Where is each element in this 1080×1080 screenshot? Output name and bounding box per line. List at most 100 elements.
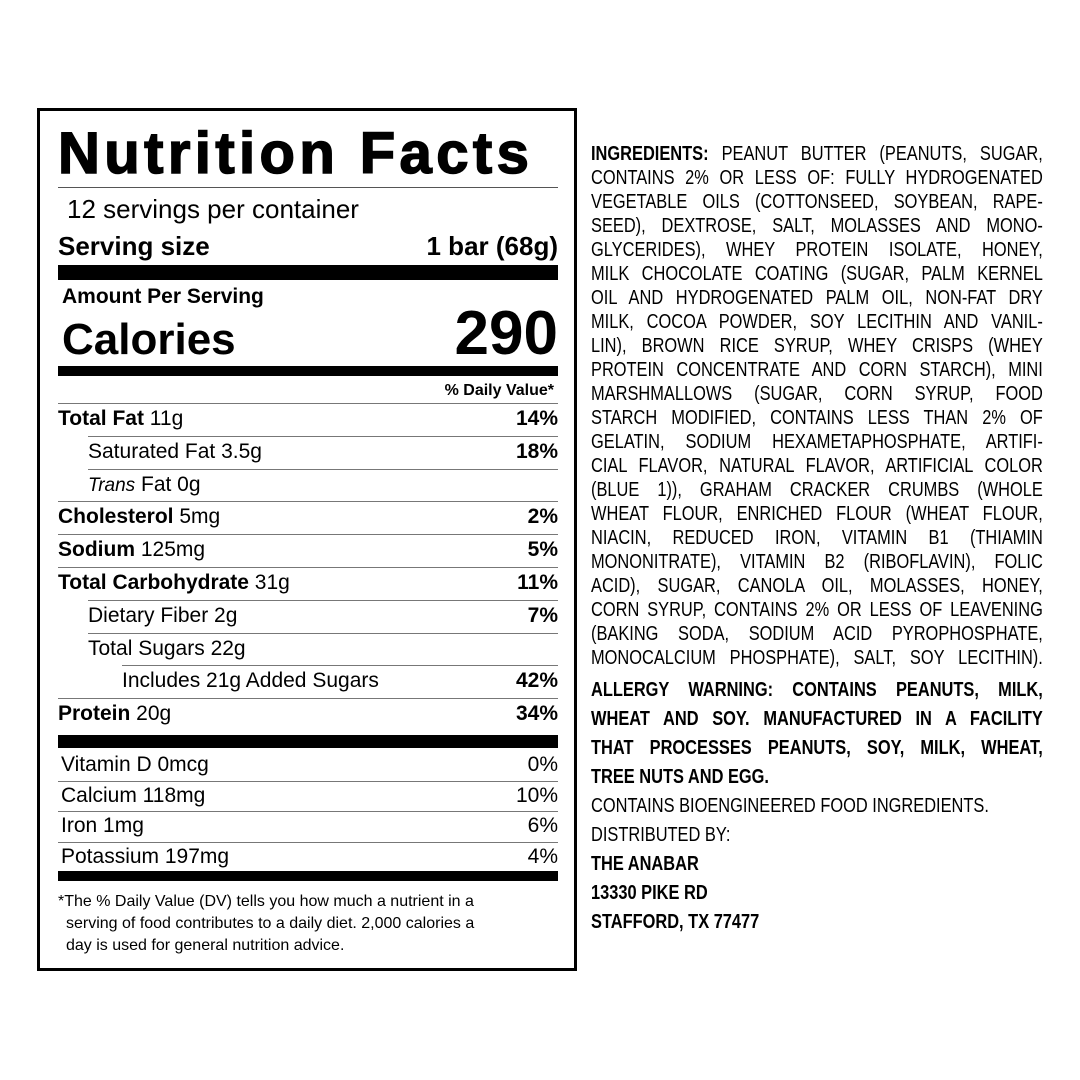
- row-divider: [58, 841, 558, 843]
- nutrient-name: Includes 21g Added Sugars: [58, 669, 379, 693]
- ingredients-section: INGREDIENTS: PEANUT BUTTER (PEANUTS, SUG…: [591, 142, 1043, 937]
- ingredients-text: (BAKING SODA, SODIUM ACID PYROPHOSPHATE,: [591, 623, 1043, 645]
- vitamin-row: Vitamin D 0mcg 0%: [58, 753, 558, 777]
- servings-per-container: 12 servings per container: [67, 194, 359, 224]
- amount-per-serving: Amount Per Serving: [62, 285, 264, 308]
- nutrient-name: Trans Fat 0g: [58, 473, 201, 497]
- allergy-warning-line: THAT PROCESSES PEANUTS, SOY, MILK, WHEAT…: [591, 737, 1043, 759]
- daily-value-header: % Daily Value*: [444, 382, 554, 399]
- nutrition-facts-panel: Nutrition Facts 12 servings per containe…: [37, 108, 577, 971]
- row-divider: [58, 501, 558, 503]
- serving-size-value: 1 bar (68g): [426, 231, 559, 261]
- ingredients-text: LIN), BROWN RICE SYRUP, WHEY CRISPS (WHE…: [591, 335, 1043, 357]
- nutrient-amount: 31g: [248, 571, 290, 594]
- nutrient-bold-name: Sodium: [58, 538, 135, 562]
- nutrient-row: Trans Fat 0g: [58, 473, 558, 497]
- nutrient-daily-value: 34%: [515, 702, 558, 726]
- row-divider: [88, 435, 558, 437]
- nutrient-name: Saturated Fat 3.5g: [58, 440, 262, 464]
- nutrient-name: Dietary Fiber 2g: [58, 604, 237, 628]
- nutrient-daily-value: 42%: [515, 669, 558, 693]
- company-text: THE ANABAR: [591, 853, 699, 875]
- row-divider: [58, 403, 558, 404]
- nutrient-bold-name: Total Carbohydrate: [58, 571, 249, 594]
- nutrient-name: Total Carbohydrate 31g: [58, 571, 290, 595]
- vitamin-name: Calcium 118mg: [61, 783, 206, 807]
- ingredients-text: GELATIN, SODIUM HEXAMETAPHOSPHATE, ARTIF…: [591, 431, 1043, 453]
- ingredients-text: MILK CHOCOLATE COATING (SUGAR, PALM KERN…: [591, 263, 1043, 285]
- nutrient-italic-name: Trans: [88, 474, 136, 496]
- nutrient-name: Total Fat 11g: [58, 407, 183, 431]
- serving-size-label: Serving size: [58, 231, 210, 261]
- ingredients-line: WHEAT FLOUR, ENRICHED FLOUR (WHEAT FLOUR…: [591, 502, 1043, 526]
- calories-label: Calories: [62, 315, 236, 364]
- nutrient-daily-value: 18%: [515, 439, 558, 463]
- serving-size-row: Serving size 1 bar (68g): [58, 231, 558, 262]
- ingredients-text: WHEAT FLOUR, ENRICHED FLOUR (WHEAT FLOUR…: [591, 503, 1043, 525]
- vitamin-daily-value: 4%: [527, 844, 558, 868]
- calories-row: Calories 290: [58, 297, 558, 365]
- nutrient-name: Total Sugars 22g: [58, 637, 246, 661]
- footnote-line: day is used for general nutrition advice…: [66, 937, 345, 954]
- ingredients-line: (BLUE 1)), GRAHAM CRACKER CRUMBS (WHOLE: [591, 478, 1043, 502]
- ingredients-line: SEED), DEXTROSE, SALT, MOLASSES AND MONO…: [591, 214, 1043, 238]
- nutrient-amount: 20g: [130, 702, 172, 726]
- ingredients-text: OIL AND HYDROGENATED PALM OIL, NON-FAT D…: [591, 287, 1043, 309]
- allergy-warning-line: TREE NUTS AND EGG.: [591, 766, 769, 788]
- medium-divider: [58, 871, 558, 881]
- row-divider: [122, 665, 558, 667]
- ingredients-line: LIN), BROWN RICE SYRUP, WHEY CRISPS (WHE…: [591, 334, 1043, 358]
- ingredients-line: MONOCALCIUM PHOSPHATE), SALT, SOY LECITH…: [591, 646, 1043, 670]
- ingredients-line: MILK CHOCOLATE COATING (SUGAR, PALM KERN…: [591, 262, 1043, 286]
- ingredients-text: CONTAINS 2% OR LESS OF: FULLY HYDROGENAT…: [591, 167, 1043, 189]
- ingredients-text: MONOCALCIUM PHOSPHATE), SALT, SOY LECITH…: [591, 647, 1043, 669]
- nutrient-row: Total Carbohydrate 31g 11%: [58, 571, 558, 595]
- ingredients-line: CONTAINS 2% OR LESS OF: FULLY HYDROGENAT…: [591, 166, 1043, 190]
- city-text: STAFFORD, TX 77477: [591, 911, 760, 933]
- row-divider: [58, 567, 558, 568]
- ingredients-text: PROTEIN CONCENTRATE AND CORN STARCH), MI…: [591, 359, 1043, 381]
- footnote-line: The % Daily Value (DV) tells you how muc…: [64, 893, 474, 910]
- nutrient-daily-value: 11%: [517, 571, 558, 594]
- ingredients-line: VEGETABLE OILS (COTTONSEED, SOYBEAN, RAP…: [591, 190, 1043, 214]
- nutrient-amount: Dietary Fiber 2g: [88, 603, 238, 627]
- nutrient-row: Saturated Fat 3.5g 18%: [58, 440, 558, 464]
- nutrient-amount: 5mg: [173, 505, 221, 529]
- footnote-mark: *: [58, 893, 65, 910]
- vitamin-name: Potassium 197mg: [61, 844, 230, 868]
- ingredients-text: CORN SYRUP, CONTAINS 2% OR LESS OF LEAVE…: [591, 599, 1043, 621]
- nutrition-facts-title: Nutrition Facts: [57, 120, 534, 187]
- ingredients-text: STARCH MODIFIED, CONTAINS LESS THAN 2% O…: [591, 407, 1043, 429]
- vitamin-daily-value: 0%: [527, 753, 558, 776]
- row-divider: [88, 599, 558, 601]
- medium-divider: [58, 366, 558, 376]
- ingredients-line: GLYCERIDES), WHEY PROTEIN ISOLATE, HONEY…: [591, 238, 1043, 262]
- street-text: 13330 PIKE RD: [591, 882, 708, 904]
- nutrient-row: Total Sugars 22g: [58, 637, 558, 661]
- ingredients-text: MONONITRATE), VITAMIN B2 (RIBOFLAVIN), F…: [591, 551, 1043, 573]
- bioengineered-text: CONTAINS BIOENGINEERED FOOD INGREDIENTS.: [591, 795, 989, 817]
- nutrient-bold-name: Total Fat: [58, 407, 144, 430]
- ingredients-text: NIACIN, REDUCED IRON, VITAMIN B1 (THIAMI…: [591, 527, 1043, 549]
- nutrient-name: Sodium 125mg: [58, 538, 205, 562]
- nutrient-name: Protein 20g: [58, 702, 171, 726]
- nutrient-row: Sodium 125mg 5%: [58, 538, 558, 562]
- vitamin-row: Potassium 197mg 4%: [58, 845, 558, 869]
- row-divider: [58, 534, 558, 536]
- nutrient-amount: Saturated Fat 3.5g: [88, 439, 262, 463]
- ingredients-text: (BLUE 1)), GRAHAM CRACKER CRUMBS (WHOLE: [591, 479, 1043, 501]
- nutrient-amount: Total Sugars 22g: [88, 636, 246, 660]
- nutrient-daily-value: 2%: [527, 505, 558, 529]
- ingredients-line: MILK, COCOA POWDER, SOY LECITHIN AND VAN…: [591, 310, 1043, 334]
- ingredients-text: MILK, COCOA POWDER, SOY LECITHIN AND VAN…: [591, 311, 1043, 333]
- row-divider: [88, 468, 558, 470]
- nutrient-amount: Includes 21g Added Sugars: [122, 669, 379, 693]
- row-divider: [58, 698, 558, 700]
- ingredients-line: STARCH MODIFIED, CONTAINS LESS THAN 2% O…: [591, 406, 1043, 430]
- ingredients-text: CIAL FLAVOR, NATURAL FLAVOR, ARTIFICIAL …: [591, 455, 1043, 477]
- ingredients-label: INGREDIENTS:: [591, 143, 709, 165]
- row-divider: [58, 780, 558, 782]
- divider: [58, 187, 558, 188]
- calories-value: 290: [454, 299, 558, 368]
